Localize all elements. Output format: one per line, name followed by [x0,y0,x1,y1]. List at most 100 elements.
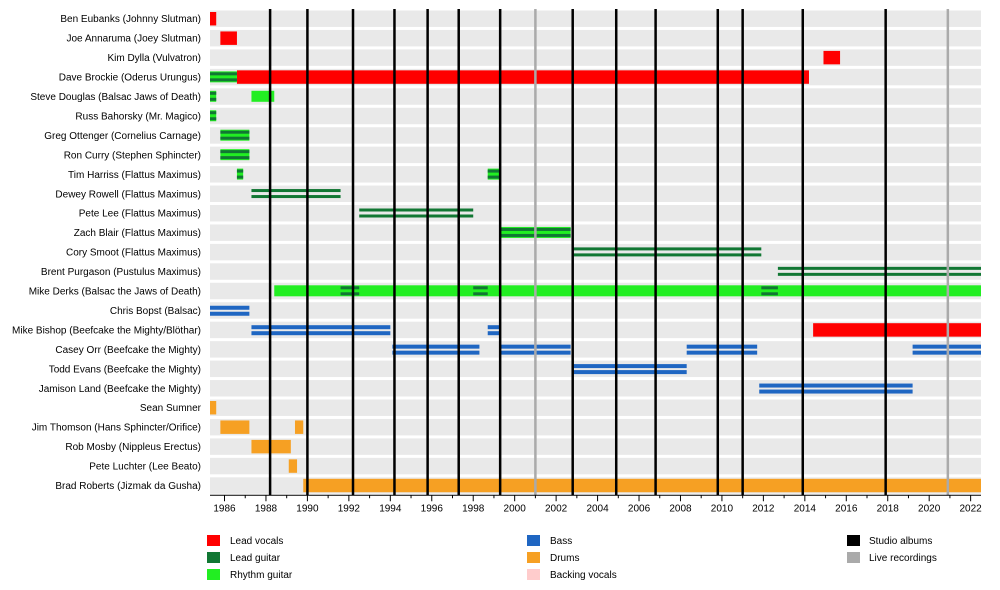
release-lines [268,9,950,496]
bar-lead-guitar [210,97,217,101]
x-tick-label: 2004 [586,503,609,514]
bar-bass [251,331,391,336]
row-background [210,341,981,358]
row-background [210,88,981,105]
bar-bass [686,344,758,349]
bar-lead-guitar [236,169,244,173]
bar-lead-vocals [813,323,981,337]
bar-lead-guitar [210,78,237,82]
bar-rhythm-guitar [251,90,275,102]
bar-lead-vocals [220,31,237,45]
bar-lead-guitar [359,208,474,212]
row-background [210,243,981,261]
member-label: Kim Dylla (Vulvatron) [107,53,201,64]
bar-lead-guitar [340,292,360,296]
member-label: Jamison Land (Beefcake the Mighty) [39,384,201,395]
member-label: Jim Thomson (Hans Sphincter/Orifice) [32,423,201,434]
legend-label-lead: Lead guitar [230,553,281,564]
bar-lead-guitar [251,189,341,193]
legend-swatch-vocals [207,535,220,546]
legend-swatch-drums [527,552,540,563]
bar-lead-guitar [359,214,474,218]
bar-lead-guitar [340,286,360,290]
bar-bass [572,364,687,369]
x-tick-label: 2012 [752,503,775,514]
x-tick-label: 2008 [669,503,692,514]
bar-lead-vocals [210,12,217,26]
bar-rhythm-guitar [210,90,217,102]
row-background [210,360,981,378]
bar-lead-guitar [572,253,762,257]
row-background [210,10,981,27]
row-background [210,205,981,222]
bar-lead-guitar [777,266,981,270]
x-tick-label: 2016 [835,503,858,514]
bar-drums [294,420,304,434]
bar-rhythm-guitar [274,285,981,297]
bar-rhythm-guitar [220,149,250,161]
bar-lead-guitar [761,292,778,296]
member-label: Chris Bopst (Balsac) [110,306,201,317]
legend-swatch-bass [527,535,540,546]
bar-lead-guitar [210,117,217,121]
bar-lead-vocals [823,50,841,65]
bar-drums [210,401,217,415]
member-label: Dave Brockie (Oderus Urungus) [59,73,201,84]
bar-bass [210,305,250,310]
legend-label-vocals: Lead vocals [230,536,283,547]
row-background [210,224,981,241]
x-tick-label: 2020 [918,503,941,514]
member-label: Todd Evans (Beefcake the Mighty) [49,364,201,375]
bar-lead-guitar [220,136,250,140]
bar-lead-vocals [236,70,809,84]
x-tick-label: 2014 [794,503,817,514]
member-label: Pete Lee (Flattus Maximus) [79,209,201,220]
x-tick-label: 2010 [711,503,734,514]
bar-bass [572,370,687,375]
row-background [210,29,981,47]
x-tick-label: 1992 [338,503,361,514]
legend-swatch-live [847,552,860,563]
x-tick-label: 1988 [255,503,278,514]
bar-lead-guitar [210,111,217,115]
bar-drums [303,478,982,493]
member-label: Casey Orr (Beefcake the Mighty) [55,345,201,356]
row-background [210,127,981,144]
member-label: Steve Douglas (Balsac Jaws of Death) [30,92,201,103]
legend-label-studio: Studio albums [869,536,932,547]
row-background [210,263,981,280]
x-axis: 1986 1988 1990 1992 1994 1996 1998 2000 2002 2004… [210,494,982,514]
bar-lead-guitar [473,292,488,296]
bar-lead-guitar [487,175,501,179]
bar-bass [210,311,250,316]
bar-bass [759,383,913,388]
bar-lead-guitar [220,130,250,134]
member-label: Dewey Rowell (Flattus Maximus) [55,189,201,200]
x-tick-label: 2002 [545,503,568,514]
bar-bass [487,331,501,336]
row-background [210,302,981,319]
x-tick-label: 2018 [877,503,900,514]
member-label: Tim Harriss (Flattus Maximus) [68,170,201,181]
bar-lead-guitar [487,169,501,173]
row-background [210,49,981,66]
row-background [210,399,981,416]
legend-swatch-rhythm [207,569,220,580]
x-tick-label: 1998 [462,503,485,514]
x-tick-label: 1986 [213,503,236,514]
bar-lead-guitar [236,175,244,179]
member-label: Cory Smoot (Flattus Maximus) [66,248,201,259]
row-background [210,418,981,436]
legend-swatch-backing [527,569,540,580]
member-label: Brent Purgason (Pustulus Maximus) [41,267,201,278]
bar-drums [220,420,250,434]
member-label: Joe Annaruma (Joey Slutman) [66,34,201,45]
bar-bass [759,389,913,394]
x-tick-label: 2006 [628,503,651,514]
member-label: Mike Derks (Balsac the Jaws of Death) [29,287,201,298]
bar-lead-guitar [572,247,762,251]
bar-drums [288,459,298,473]
bar-lead-guitar [210,72,237,76]
member-label: Brad Roberts (Jizmak da Gusha) [55,481,201,492]
legend-swatch-studio [847,535,860,546]
